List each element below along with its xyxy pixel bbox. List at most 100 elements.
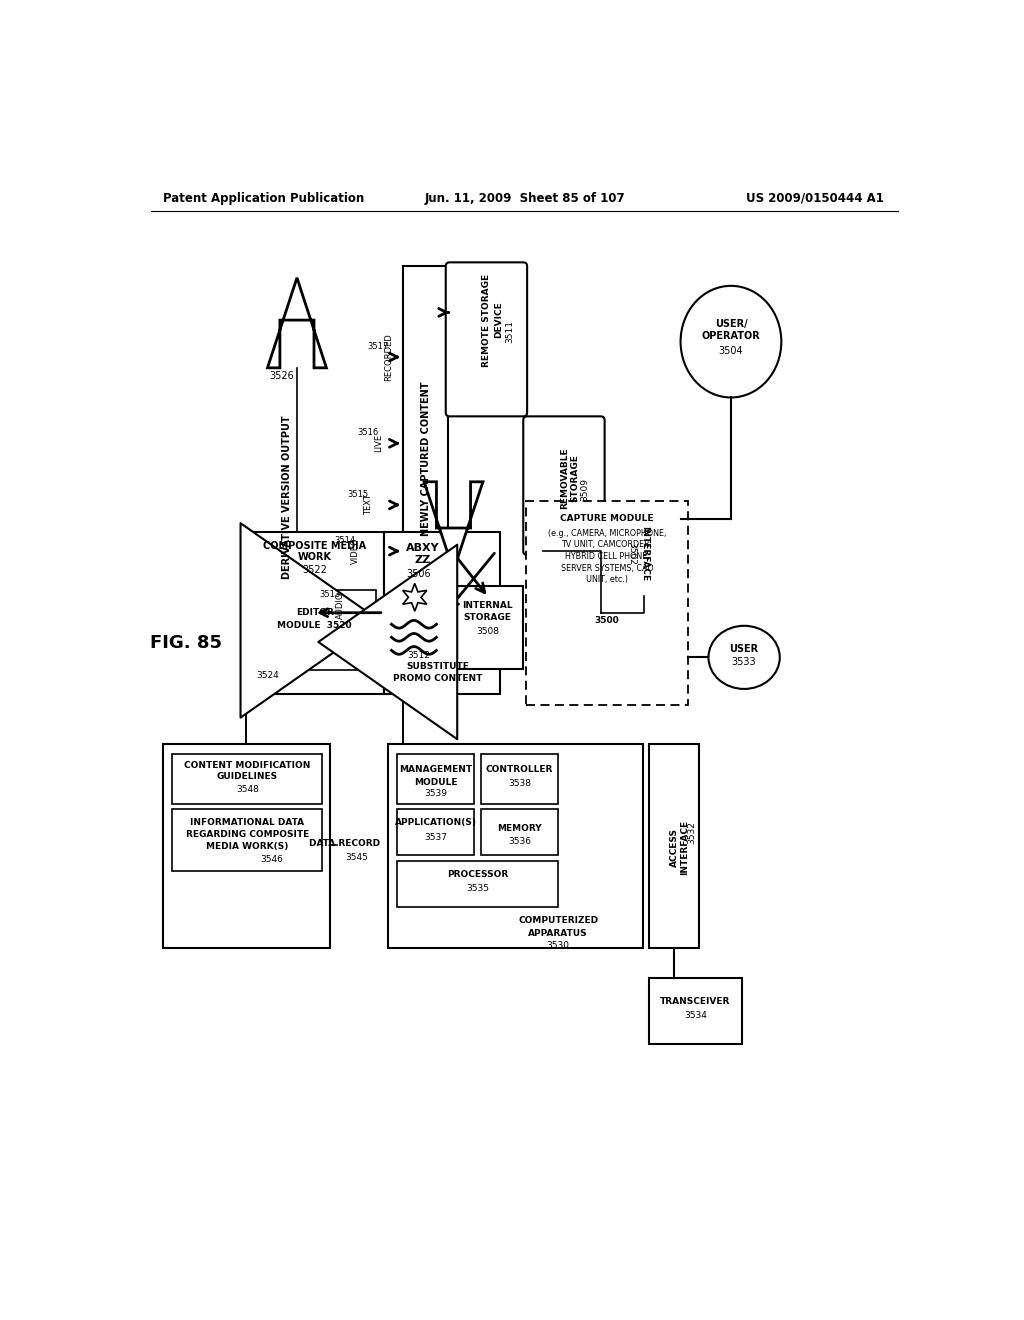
Text: 3537: 3537 [424,833,447,842]
Text: SUBSTITUTE: SUBSTITUTE [407,663,469,671]
Text: 3539: 3539 [424,789,447,799]
Text: 3516: 3516 [357,428,379,437]
Text: SERVER SYSTEMS, CAD: SERVER SYSTEMS, CAD [560,564,653,573]
Text: LIVE: LIVE [375,434,384,453]
Bar [452,586,523,669]
Text: ACCESS: ACCESS [670,828,679,867]
Text: STORAGE: STORAGE [570,454,580,502]
Text: CAPTURE MODULE: CAPTURE MODULE [560,515,653,523]
Text: 3534: 3534 [684,1011,707,1020]
Text: MEDIA WORK(S): MEDIA WORK(S) [206,842,289,850]
Text: MEMORY: MEMORY [497,824,542,833]
Text: ZZ: ZZ [415,556,431,565]
Text: GUIDELINES: GUIDELINES [217,772,278,781]
Text: 3502: 3502 [628,543,636,565]
Text: MANAGEMENT: MANAGEMENT [399,764,472,774]
Text: TV UNIT, CAMCORDER,: TV UNIT, CAMCORDER, [561,540,652,549]
Text: COMPOSITE MEDIA: COMPOSITE MEDIA [263,541,367,550]
Text: APPARATUS: APPARATUS [528,929,588,939]
Text: 3515: 3515 [347,490,368,499]
Text: 3511: 3511 [505,321,514,343]
Text: (e.g., CAMERA, MICROPHONE,: (e.g., CAMERA, MICROPHONE, [548,529,667,537]
Text: 3538: 3538 [508,779,530,788]
Text: STORAGE: STORAGE [464,612,512,622]
Text: INTERFACE: INTERFACE [640,525,648,581]
Text: 3545: 3545 [345,853,368,862]
Text: INTERFACE: INTERFACE [680,820,689,875]
Text: 3506: 3506 [407,569,431,579]
Text: 3535: 3535 [466,884,489,892]
Text: PROMO CONTENT: PROMO CONTENT [393,675,482,684]
Bar [649,978,741,1044]
Text: 3508: 3508 [476,627,499,636]
Text: TRANSCEIVER: TRANSCEIVER [660,997,730,1006]
Text: MODULE  3520: MODULE 3520 [278,622,352,630]
Text: CONTENT MODIFICATION: CONTENT MODIFICATION [184,760,310,770]
Bar [388,743,643,948]
Text: 3548: 3548 [236,785,259,795]
Text: REGARDING COMPOSITE: REGARDING COMPOSITE [185,830,309,840]
Text: REMOTE STORAGE: REMOTE STORAGE [482,273,492,367]
Polygon shape [424,482,483,570]
Text: INTERNAL: INTERNAL [462,601,513,610]
Polygon shape [267,277,327,368]
Text: HYBRID CELL PHONE,: HYBRID CELL PHONE, [564,552,649,561]
Text: INFORMATIONAL DATA: INFORMATIONAL DATA [190,818,304,828]
FancyBboxPatch shape [523,416,604,554]
Bar [397,809,474,855]
Text: 3517: 3517 [367,342,388,351]
Text: US 2009/0150444 A1: US 2009/0150444 A1 [745,191,884,205]
Bar [384,532,500,693]
Text: WORK: WORK [298,552,332,562]
Bar [254,590,376,671]
Bar [649,743,699,948]
Text: 3546: 3546 [260,855,283,865]
Text: AUDIO: AUDIO [336,591,345,619]
Text: FIG. 85: FIG. 85 [151,635,222,652]
Text: Jun. 11, 2009  Sheet 85 of 107: Jun. 11, 2009 Sheet 85 of 107 [425,191,625,205]
Bar [480,754,558,804]
Bar [480,809,558,855]
Bar [172,809,322,871]
Text: CONTROLLER: CONTROLLER [485,764,553,774]
Text: DERIVATIVE VERSION OUTPUT: DERIVATIVE VERSION OUTPUT [282,416,292,579]
Text: ABXY: ABXY [406,543,439,553]
Bar [403,267,449,647]
Text: 3532: 3532 [688,821,696,843]
Bar [172,754,322,804]
Text: APPLICATION(S): APPLICATION(S) [394,818,477,828]
Text: 3514: 3514 [335,536,355,545]
Text: TEXT: TEXT [364,495,373,515]
Text: 3522: 3522 [302,565,328,574]
Text: UNIT, etc.): UNIT, etc.) [586,576,628,583]
Text: 3524: 3524 [256,672,279,680]
Bar [397,861,558,907]
Bar [163,743,330,948]
Text: 3509: 3509 [581,478,590,502]
Text: NEWLY CAPTURED CONTENT: NEWLY CAPTURED CONTENT [421,381,431,536]
Text: Patent Application Publication: Patent Application Publication [163,191,365,205]
Text: RECORDED: RECORDED [384,333,393,381]
Bar [397,754,474,804]
Text: MODULE: MODULE [414,777,458,787]
FancyBboxPatch shape [445,263,527,416]
Bar [525,502,688,705]
Text: DATA RECORD: DATA RECORD [309,840,381,849]
Text: 3533: 3533 [732,657,757,667]
Text: REMOVABLE: REMOVABLE [560,447,568,508]
Text: USER/: USER/ [715,319,748,329]
Text: 3513: 3513 [318,590,340,599]
Text: VIDEO: VIDEO [351,537,360,565]
Text: 3536: 3536 [508,837,530,846]
Text: 3512: 3512 [408,651,430,660]
Text: COMPUTERIZED: COMPUTERIZED [518,916,598,925]
Text: 3530: 3530 [547,941,569,950]
Bar [246,532,384,693]
Bar [607,519,681,595]
Text: 3504: 3504 [719,346,743,356]
Text: USER: USER [729,644,759,653]
Text: 3526: 3526 [269,371,294,380]
Text: DEVICE: DEVICE [494,302,503,338]
Text: 3500: 3500 [595,616,620,624]
Text: PROCESSOR: PROCESSOR [446,870,508,879]
